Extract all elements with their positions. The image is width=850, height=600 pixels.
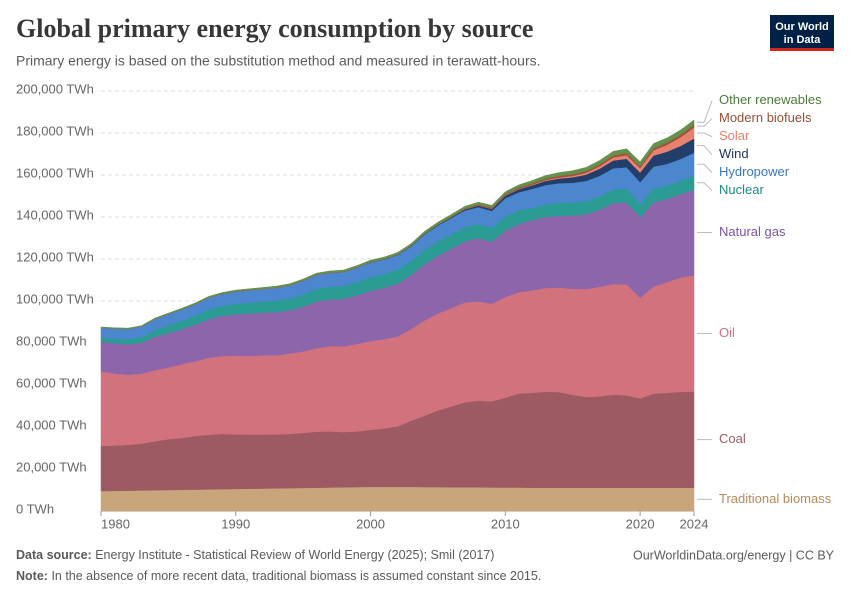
legend-label: Modern biofuels	[719, 110, 812, 125]
x-tick-label: 1980	[101, 516, 130, 531]
area	[100, 486, 695, 512]
legend-label: Oil	[719, 325, 735, 340]
label-leader	[697, 132, 713, 138]
x-tick-label: 1990	[221, 516, 250, 531]
y-tick-label: 200,000 TWh	[16, 81, 94, 96]
source: Data source: Energy Institute - Statisti…	[16, 548, 494, 562]
chart-subtitle: Primary energy is based on the substitut…	[16, 53, 541, 69]
y-tick-label: 60,000 TWh	[16, 375, 87, 390]
note-label: Note:	[16, 569, 48, 583]
legend-label: Coal	[719, 431, 746, 446]
logo[interactable]: Our World in Data	[770, 15, 834, 51]
legend-label: Wind	[719, 146, 749, 161]
legend-label: Natural gas	[719, 224, 786, 239]
x-tick-label: 2024	[680, 516, 709, 531]
source-link[interactable]: OurWorldinData.org/energy | CC BY	[633, 548, 835, 562]
logo-bar	[770, 48, 834, 51]
logo-text: in Data	[784, 34, 822, 46]
source-text: Energy Institute - Statistical Review of…	[95, 548, 494, 562]
logo-box	[770, 15, 834, 51]
legend-label: Nuclear	[719, 182, 764, 197]
x-tick-label: 2020	[626, 516, 655, 531]
label-leader	[697, 118, 713, 127]
chart-title: Global primary energy consumption by sou…	[16, 14, 533, 43]
note-text: In the absence of more recent data, trad…	[51, 569, 541, 583]
x-tick-label: 2010	[491, 516, 520, 531]
y-tick-label: 20,000 TWh	[16, 459, 87, 474]
source-label: Data source:	[16, 548, 92, 562]
y-tick-label: 160,000 TWh	[16, 165, 94, 180]
label-leader	[697, 100, 713, 123]
y-tick-label: 0 TWh	[16, 501, 54, 516]
y-tick-label: 100,000 TWh	[16, 291, 94, 306]
y-tick-label: 180,000 TWh	[16, 123, 94, 138]
label-leader	[697, 182, 713, 192]
logo-text: Our World	[775, 21, 829, 33]
plot: 0 TWh 20,000 TWh 40,000 TWh 60,000 TWh 80,00…	[16, 81, 832, 531]
y-tick-label: 140,000 TWh	[16, 207, 94, 222]
legend-label: Hydropower	[719, 164, 790, 179]
area	[100, 119, 695, 330]
y-tick-label: 120,000 TWh	[16, 249, 94, 264]
y-tick-label: 40,000 TWh	[16, 417, 87, 432]
note: Note: In the absence of more recent data…	[16, 569, 541, 583]
y-tick-label: 80,000 TWh	[16, 333, 87, 348]
legend-label: Solar	[719, 128, 750, 143]
legend-label: Other renewables	[719, 92, 822, 107]
label-leader	[697, 145, 713, 156]
x-tick-label: 2000	[356, 516, 385, 531]
legend-label: Traditional biomass	[719, 491, 832, 506]
label-leader	[697, 163, 713, 174]
